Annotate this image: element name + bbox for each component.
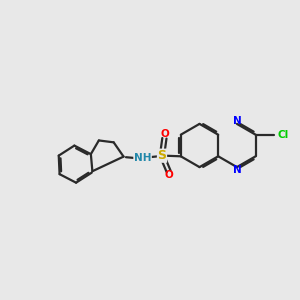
Text: Cl: Cl [278, 130, 289, 140]
Text: NH: NH [134, 153, 151, 163]
Text: O: O [165, 170, 174, 180]
Text: S: S [158, 149, 166, 162]
Text: O: O [160, 129, 169, 140]
Text: N: N [232, 165, 241, 175]
Text: N: N [232, 116, 241, 126]
